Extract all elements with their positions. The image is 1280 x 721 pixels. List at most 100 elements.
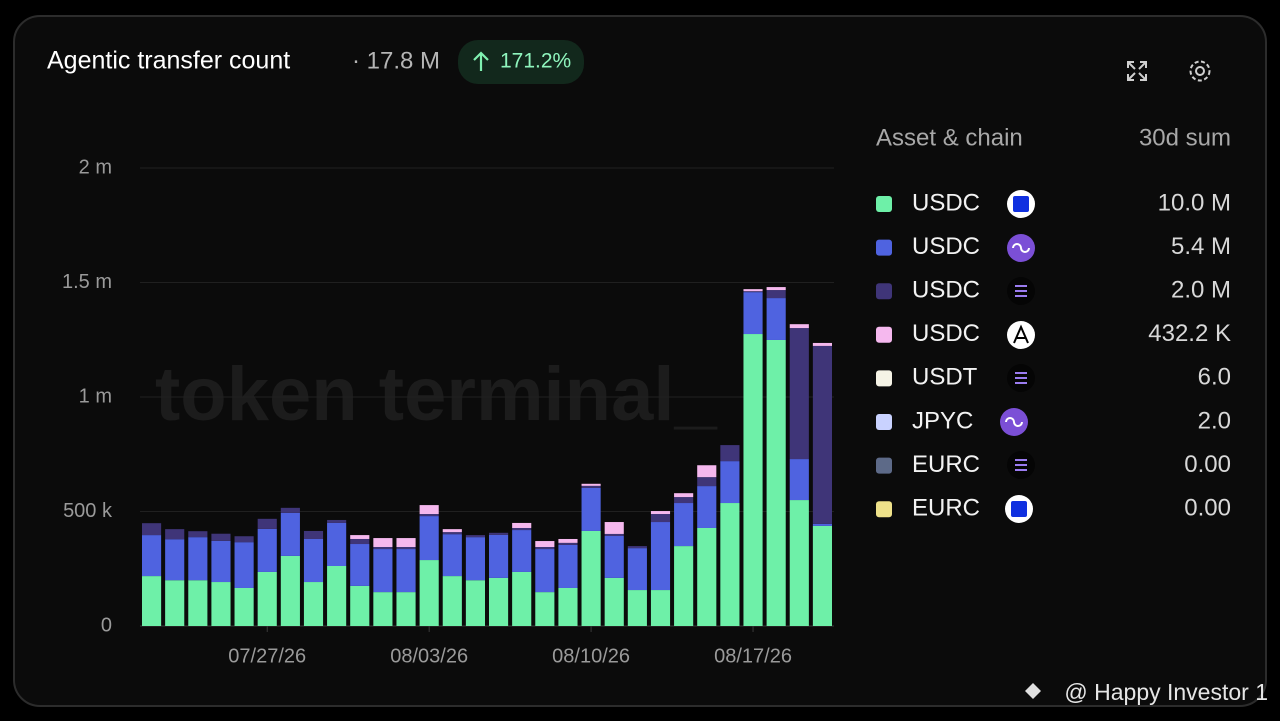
legend-swatch	[876, 196, 892, 212]
bar-segment	[442, 529, 462, 533]
bar-segment	[650, 522, 671, 591]
bar-segment	[489, 532, 509, 535]
bar-segment	[581, 487, 601, 531]
bar-segment	[396, 592, 416, 626]
bar-segment	[581, 483, 601, 486]
bar-segment	[604, 522, 624, 534]
bar-segment	[743, 289, 763, 292]
bar-segment	[373, 549, 393, 593]
bar-segment	[234, 542, 254, 588]
expand-button[interactable]	[1127, 61, 1147, 81]
bar-segment	[535, 541, 555, 547]
bar-segment	[581, 485, 601, 488]
bar-segment	[419, 560, 439, 626]
y-tick-label: 500 k	[63, 500, 113, 522]
bar-segment	[327, 566, 347, 626]
legend-sum: 432.2 K	[1148, 320, 1231, 347]
bar-segment	[535, 549, 555, 593]
bar-segment	[211, 582, 231, 626]
legend-swatch	[876, 239, 892, 256]
bar-segment	[512, 522, 532, 528]
bar-segment	[604, 533, 624, 537]
bar-segment	[165, 580, 185, 626]
bar-segment	[674, 503, 694, 547]
bar-segment	[743, 292, 763, 335]
bar-segment	[350, 544, 370, 586]
bar-segment	[789, 500, 809, 626]
bar-segment	[674, 493, 694, 498]
bar-segment	[812, 342, 832, 346]
bar-segment	[766, 287, 786, 291]
legend-label: JPYC	[912, 407, 973, 434]
bar-segment	[303, 530, 324, 539]
bar-segment	[373, 546, 393, 550]
legend-label: USDT	[912, 364, 978, 391]
total: · 17.8 M	[352, 47, 440, 74]
bar-segment	[373, 592, 393, 626]
bar-segment	[350, 538, 370, 545]
bar-segment	[165, 529, 185, 540]
legend-swatch	[876, 283, 892, 300]
bar-segment	[650, 514, 671, 523]
x-tick-label: 08/10/26	[552, 645, 630, 667]
x-tick-label: 08/17/26	[714, 645, 792, 667]
bar-segment	[396, 549, 416, 593]
bar-segment	[512, 530, 532, 572]
bar-segment	[188, 531, 208, 538]
bar-segment	[627, 546, 647, 549]
bar-segment	[697, 527, 717, 626]
bar-segment	[303, 582, 324, 626]
bar-segment	[257, 528, 277, 572]
bar-segment	[350, 535, 370, 539]
bar-segment	[396, 546, 416, 550]
legend-label: USDC	[912, 277, 980, 304]
y-tick-label: 1.5 m	[62, 271, 112, 293]
bar-segment	[766, 339, 786, 626]
bar-segment	[489, 577, 509, 626]
legend-label: EURC	[912, 451, 980, 478]
bar-segment	[720, 445, 740, 462]
bar-segment	[812, 525, 832, 626]
bar-segment	[743, 334, 763, 626]
legend-label: USDC	[912, 233, 980, 260]
bar-segment	[280, 555, 300, 626]
bar-segment	[465, 535, 485, 538]
bar-segment	[604, 536, 624, 578]
bar-segment	[211, 533, 231, 541]
legend-header: Asset & chain	[876, 124, 1023, 151]
bar-segment	[280, 507, 300, 513]
bar-segment	[442, 576, 462, 626]
y-tick-label: 2 m	[79, 156, 112, 178]
chain-icons	[1000, 190, 1035, 523]
legend-label: EURC	[912, 495, 980, 522]
legend-sum: 6.0	[1198, 364, 1231, 391]
legend-label: USDC	[912, 189, 980, 216]
bar-segment	[535, 592, 555, 626]
bar-segment	[812, 345, 832, 524]
y-tick-label: 1 m	[79, 385, 112, 407]
bar-segment	[581, 530, 601, 626]
y-tick-label: 0	[101, 614, 112, 636]
change: 171.2%	[500, 50, 571, 73]
x-tick-label: 07/27/26	[228, 645, 306, 667]
legend-sum: 0.00	[1184, 451, 1231, 478]
bar-segment	[142, 576, 162, 626]
bar-segment	[188, 537, 208, 581]
bar-segment	[142, 523, 162, 536]
legend-swatch	[876, 501, 892, 518]
bar-segment	[234, 587, 254, 626]
legend-sum: 10.0 M	[1158, 189, 1231, 216]
bar-segment	[419, 505, 439, 515]
bar-segment	[720, 503, 740, 626]
bar-segment	[558, 544, 578, 588]
bar-segment	[558, 538, 578, 543]
bar-segment	[465, 537, 485, 581]
bar-segment	[489, 534, 509, 578]
bar-segment	[465, 580, 485, 626]
bar-segment	[373, 538, 393, 547]
bar-segment	[674, 546, 694, 626]
chart-title: Agentic transfer count	[47, 47, 290, 75]
settings-button[interactable]	[1189, 60, 1211, 82]
